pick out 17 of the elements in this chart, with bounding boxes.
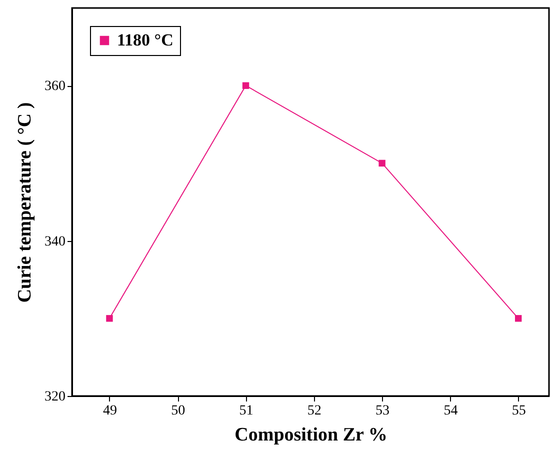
y-tick-label: 360 xyxy=(44,79,66,94)
point xyxy=(378,160,386,167)
x-axis-title: Composition Zr % xyxy=(234,424,388,446)
y-tick-label: 340 xyxy=(44,234,66,250)
x-tick-label: 49 xyxy=(102,404,117,418)
legend-label: 1180 °C xyxy=(117,30,174,50)
y-tick-label: 320 xyxy=(44,390,66,404)
x-tick-label: 51 xyxy=(239,404,254,418)
y-axis-title: Curie temperature ( °C ) xyxy=(14,102,36,303)
x-tick-label: 53 xyxy=(376,404,390,418)
x-tick-label: 54 xyxy=(444,404,458,418)
point xyxy=(106,315,113,322)
x-tick-label: 50 xyxy=(171,404,186,418)
x-tick-label: 55 xyxy=(512,404,526,418)
x-tick-label: 52 xyxy=(307,404,322,418)
point xyxy=(242,82,250,89)
point xyxy=(514,315,522,322)
